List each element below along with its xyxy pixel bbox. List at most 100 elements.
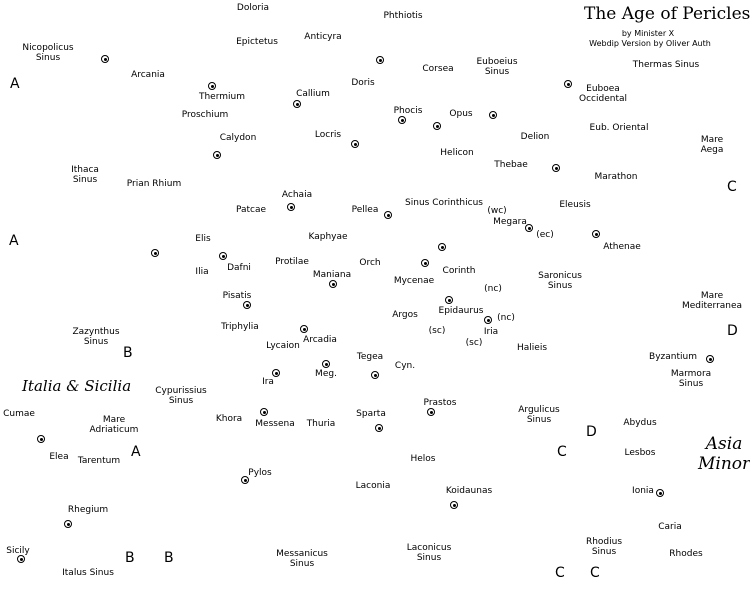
- map-subtitle-author: by Minister X: [621, 29, 675, 38]
- territory-label: Epidaurus: [438, 306, 484, 316]
- territory-label: Pellea: [351, 205, 379, 215]
- territory-label: Dafni: [227, 263, 251, 273]
- territory-label: Megara: [493, 217, 527, 227]
- territory-label: Protilae: [275, 257, 309, 267]
- supply-center-marker: [592, 230, 600, 238]
- territory-label: Italus Sinus: [62, 568, 114, 578]
- supply-center-marker: [489, 111, 497, 119]
- territory-label: Argos: [392, 310, 418, 320]
- territory-label: Mycenae: [393, 276, 435, 286]
- territory-label: (wc): [487, 206, 507, 216]
- supply-center-marker: [300, 325, 308, 333]
- territory-label: Orch: [359, 258, 381, 268]
- territory-label: Elea: [49, 452, 69, 462]
- territory-label: Mare Mediterranea: [681, 291, 743, 311]
- supply-center-marker: [17, 555, 25, 563]
- sea-zone-letter: C: [555, 565, 565, 581]
- sea-zone-letter: B: [123, 345, 133, 361]
- supply-center-marker: [445, 296, 453, 304]
- territory-label: Helos: [410, 454, 436, 464]
- supply-center-marker: [656, 489, 664, 497]
- territory-label: Cyn.: [394, 361, 416, 371]
- supply-center-marker: [322, 360, 330, 368]
- territory-label: Eub. Oriental: [589, 123, 649, 133]
- territory-label: Khora: [215, 414, 243, 424]
- territory-label: Arcadia: [303, 335, 337, 345]
- territory-label: Sinus Corinthicus: [405, 198, 483, 208]
- territory-label: Zazynthus Sinus: [72, 327, 120, 347]
- territory-label: Caria: [658, 522, 682, 532]
- territory-label: (sc): [465, 338, 483, 348]
- supply-center-marker: [450, 501, 458, 509]
- territory-label: Prastos: [423, 398, 457, 408]
- supply-center-marker: [427, 408, 435, 416]
- territory-label: Prian Rhium: [126, 179, 182, 189]
- territory-label: Meg.: [315, 369, 337, 379]
- supply-center-marker: [384, 211, 392, 219]
- territory-label: Saronicus Sinus: [538, 271, 582, 291]
- sea-zone-letter: C: [557, 444, 567, 460]
- sea-zone-letter: D: [727, 323, 738, 339]
- territory-label: Laconicus Sinus: [406, 543, 452, 563]
- region-asia-minor: Asia Minor: [698, 434, 750, 474]
- territory-label: Iria: [483, 327, 499, 337]
- territory-label: Eleusis: [559, 200, 591, 210]
- territory-label: Achaia: [281, 190, 313, 200]
- territory-label: Corinth: [442, 266, 476, 276]
- territory-label: (nc): [484, 284, 502, 294]
- map-title: The Age of Pericles: [584, 4, 750, 24]
- territory-label: Sparta: [356, 409, 386, 419]
- territory-label: Rhodius Sinus: [585, 537, 623, 557]
- territory-label: Maniana: [312, 270, 352, 280]
- supply-center-marker: [293, 100, 301, 108]
- territory-label: (ec): [536, 230, 554, 240]
- territory-label: Ionia: [632, 486, 654, 496]
- territory-label: Athenae: [603, 242, 641, 252]
- sea-zone-letter: A: [131, 444, 141, 460]
- sea-zone-letter: D: [586, 424, 597, 440]
- territory-label: Pisatis: [222, 291, 252, 301]
- supply-center-marker: [351, 140, 359, 148]
- region-italia-sicilia: Italia & Sicilia: [22, 377, 132, 395]
- supply-center-marker: [101, 55, 109, 63]
- supply-center-marker: [421, 259, 429, 267]
- supply-center-marker: [433, 122, 441, 130]
- territory-label: Phocis: [393, 106, 423, 116]
- sea-zone-letter: C: [727, 179, 737, 195]
- supply-center-marker: [287, 203, 295, 211]
- territory-label: Arcania: [131, 70, 165, 80]
- territory-label: Thermium: [198, 92, 246, 102]
- supply-center-marker: [398, 116, 406, 124]
- territory-label: Mare Aega: [700, 135, 724, 155]
- supply-center-marker: [525, 224, 533, 232]
- sea-zone-letter: A: [10, 76, 20, 92]
- territory-label: Thuria: [306, 419, 336, 429]
- territory-label: Corsea: [422, 64, 454, 74]
- territory-label: Nicopolicus Sinus: [22, 43, 74, 63]
- territory-label: Ithaca Sinus: [71, 165, 99, 185]
- territory-label: Triphylia: [221, 322, 259, 332]
- territory-label: (nc): [497, 313, 515, 323]
- territory-label: Ilia: [195, 267, 209, 277]
- territory-label: Mare Adriaticum: [89, 415, 139, 435]
- supply-center-marker: [241, 476, 249, 484]
- sea-zone-letter: C: [590, 565, 600, 581]
- sea-zone-letter: B: [164, 550, 174, 566]
- territory-label: Rhegium: [67, 505, 109, 515]
- territory-label: (sc): [428, 326, 446, 336]
- territory-label: Pylos: [248, 468, 272, 478]
- supply-center-marker: [219, 252, 227, 260]
- supply-center-marker: [213, 151, 221, 159]
- supply-center-marker: [484, 316, 492, 324]
- territory-label: Cumae: [3, 409, 35, 419]
- territory-label: Laconia: [355, 481, 391, 491]
- supply-center-marker: [37, 435, 45, 443]
- supply-center-marker: [371, 371, 379, 379]
- supply-center-marker: [375, 424, 383, 432]
- territory-label: Ira: [262, 377, 274, 387]
- territory-label: Phthiotis: [383, 11, 423, 21]
- territory-label: Euboeius Sinus: [476, 57, 518, 77]
- territory-label: Delion: [520, 132, 550, 142]
- territory-label: Messanicus Sinus: [276, 549, 328, 569]
